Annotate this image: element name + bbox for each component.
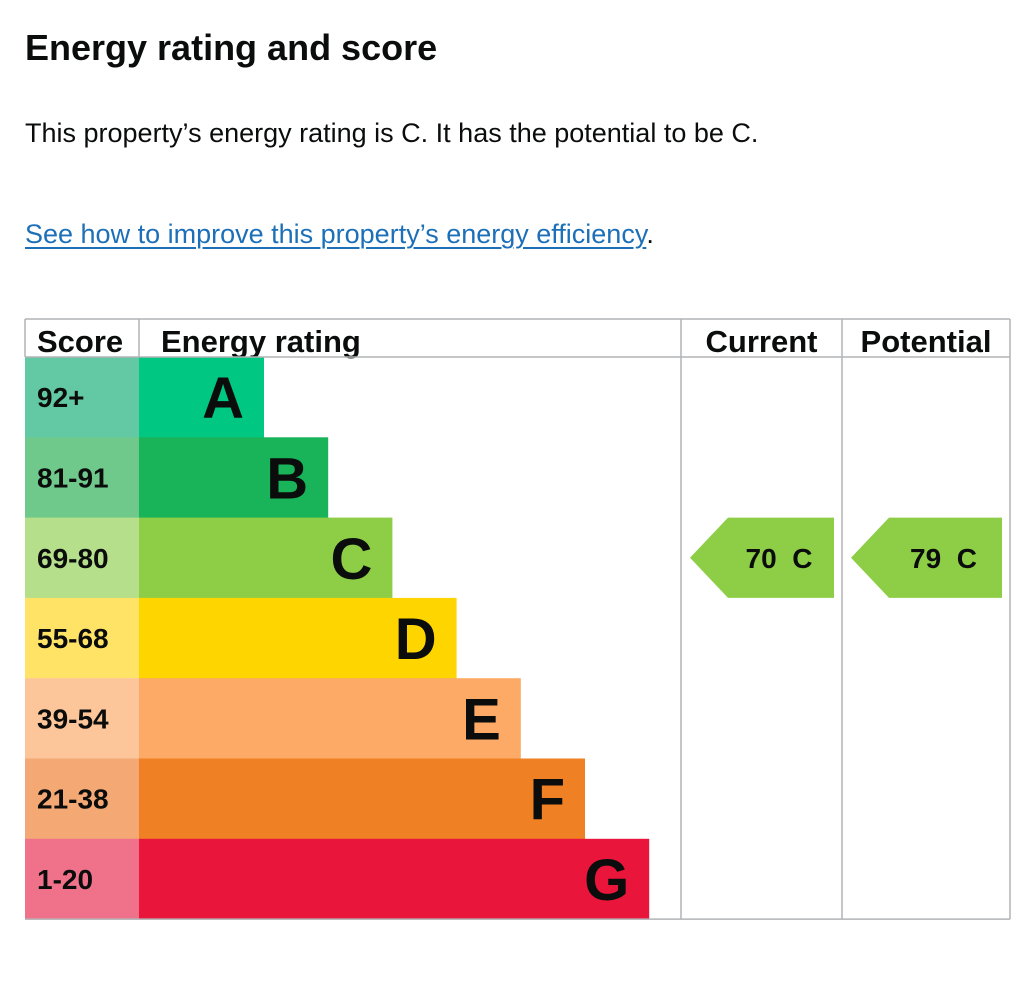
rating-letter-b: B bbox=[266, 446, 308, 511]
score-range-label: 55-68 bbox=[37, 623, 109, 654]
score-cell-e bbox=[25, 678, 139, 759]
rating-letter-d: D bbox=[395, 607, 437, 672]
score-range-label: 1-20 bbox=[37, 864, 93, 895]
improve-efficiency-link[interactable]: See how to improve this property’s energ… bbox=[25, 219, 647, 249]
rating-bar-d bbox=[139, 597, 457, 679]
current-column-header: Current bbox=[706, 324, 818, 359]
potential-column-header: Potential bbox=[861, 324, 992, 359]
rating-bar-a bbox=[139, 357, 264, 438]
rating-letter-e: E bbox=[462, 687, 501, 752]
rating-bar-g bbox=[139, 838, 650, 920]
score-range-label: 81-91 bbox=[37, 462, 109, 493]
score-range-label: 92+ bbox=[37, 382, 85, 413]
rating-bar-e bbox=[139, 678, 521, 759]
score-cell-b bbox=[25, 437, 139, 519]
rating-letter-c: C bbox=[331, 527, 373, 592]
page-title: Energy rating and score bbox=[25, 27, 438, 68]
potential-rating-label: 79 C bbox=[910, 543, 977, 574]
score-cell-g bbox=[25, 838, 139, 920]
rating-bar-f bbox=[139, 758, 585, 840]
energy-rating-column-header: Energy rating bbox=[161, 324, 361, 359]
score-range-label: 39-54 bbox=[37, 703, 109, 734]
improve-efficiency-paragraph: See how to improve this property’s energ… bbox=[25, 216, 654, 252]
score-range-label: 21-38 bbox=[37, 784, 109, 815]
current-rating-arrow bbox=[690, 517, 834, 598]
score-column-header: Score bbox=[37, 324, 123, 359]
rating-bar-b bbox=[139, 437, 329, 519]
rating-letter-a: A bbox=[202, 366, 244, 431]
score-cell-c bbox=[25, 517, 139, 599]
potential-rating-arrow bbox=[851, 517, 1002, 598]
rating-letter-g: G bbox=[584, 848, 629, 913]
link-suffix: . bbox=[646, 219, 654, 249]
current-rating-label: 70 C bbox=[746, 543, 813, 574]
score-range-label: 69-80 bbox=[37, 543, 109, 574]
score-cell-f bbox=[25, 758, 139, 840]
rating-bar-c bbox=[139, 517, 393, 599]
score-cell-a bbox=[25, 357, 139, 438]
rating-letter-f: F bbox=[530, 768, 565, 833]
rating-summary: This property’s energy rating is C. It h… bbox=[25, 118, 759, 148]
score-cell-d bbox=[25, 597, 139, 679]
